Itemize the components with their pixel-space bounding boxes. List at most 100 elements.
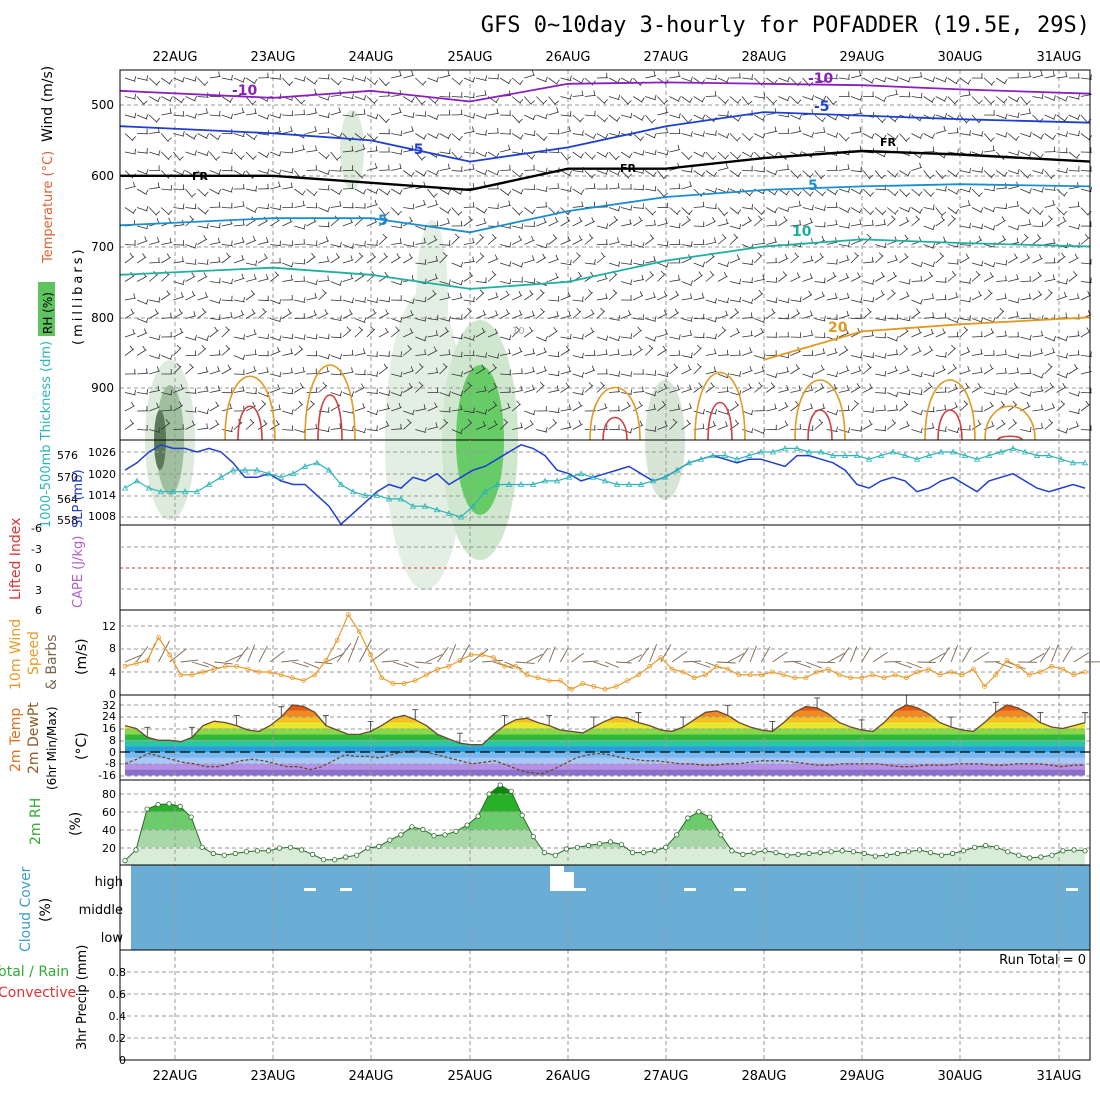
surface-barb	[258, 645, 268, 663]
upper-barb	[778, 164, 790, 171]
thickness-marker	[973, 455, 981, 462]
wind-marker	[758, 672, 764, 678]
isotherm--10	[119, 81, 1091, 103]
wind-marker	[234, 663, 240, 669]
wind-marker	[379, 675, 385, 681]
upper-barb	[681, 330, 693, 338]
upper-barb	[717, 234, 727, 245]
temp-line	[124, 704, 1086, 746]
upper-barb	[233, 107, 245, 116]
upper-barb	[318, 112, 330, 119]
upper-barb	[185, 291, 196, 301]
upper-barb	[209, 385, 221, 393]
upper-barb	[378, 363, 389, 375]
wind-marker	[948, 669, 954, 675]
upper-barb	[947, 363, 958, 375]
upper-barb	[996, 113, 1008, 120]
upper-barb	[645, 390, 657, 397]
surface-barb	[727, 653, 745, 663]
wind-marker	[569, 686, 574, 692]
thickness-marker	[733, 455, 741, 462]
wind-unit: (m/s)	[74, 638, 90, 675]
upper-barb	[778, 331, 790, 338]
upper-barb	[790, 114, 802, 120]
upper-barb	[173, 240, 185, 246]
upper-barb	[790, 364, 800, 375]
upper-barb	[1068, 94, 1080, 100]
wind-marker	[211, 666, 217, 672]
upper-barb	[1020, 170, 1032, 179]
upper-barb	[221, 387, 233, 394]
thickness-marker	[325, 466, 333, 473]
upper-barb	[379, 164, 391, 171]
upper-barb	[669, 239, 681, 245]
upper-barb	[984, 389, 996, 396]
wind-marker	[401, 681, 407, 686]
upper-barb	[875, 370, 887, 377]
upper-barb	[971, 291, 983, 301]
upper-barb	[790, 219, 802, 227]
upper-barb	[1056, 207, 1068, 216]
upper-barb	[403, 409, 415, 416]
upper-barb	[173, 308, 183, 319]
upper-barb	[850, 95, 863, 101]
upper-barb	[221, 165, 233, 172]
upper-barb	[342, 145, 354, 153]
upper-barb	[693, 201, 705, 208]
upper-barb	[366, 240, 379, 246]
upper-barb	[1080, 400, 1090, 412]
upper-barb	[838, 187, 851, 193]
upper-barb	[427, 346, 438, 356]
wind-marker	[535, 675, 541, 681]
upper-barb	[390, 326, 400, 338]
thickness-marker	[301, 463, 309, 469]
upper-barb	[403, 328, 414, 338]
upper-barb	[596, 381, 606, 393]
upper-barb	[185, 334, 197, 341]
upper-barb	[814, 332, 826, 338]
wind-marker	[881, 675, 887, 681]
upper-barb	[439, 110, 451, 116]
upper-barb	[185, 150, 197, 156]
upper-barb	[717, 326, 727, 338]
wind-marker	[301, 678, 307, 683]
upper-barb	[197, 335, 209, 341]
rh-marker	[552, 852, 558, 858]
top-date-2: 24AUG	[348, 50, 393, 65]
upper-barb	[923, 293, 935, 301]
surface-barb	[180, 659, 199, 663]
upper-barb	[366, 409, 379, 416]
upper-barb	[620, 112, 633, 119]
upper-barb	[512, 148, 524, 155]
upper-barb	[1068, 130, 1080, 137]
upper-barb	[645, 316, 657, 322]
upper-barb	[947, 170, 960, 178]
upper-barb	[270, 169, 282, 175]
upper-barb	[475, 289, 485, 301]
wind-marker	[624, 678, 630, 683]
upper-barb	[596, 349, 608, 356]
thickness-marker	[469, 502, 477, 509]
upper-barb	[996, 293, 1008, 301]
surface-barb	[571, 652, 584, 663]
wind-marker	[156, 635, 161, 640]
upper-barb	[475, 385, 487, 393]
surface-barb	[515, 661, 535, 664]
upper-barb	[863, 91, 875, 97]
upper-barb	[887, 170, 899, 178]
upper-barb	[911, 162, 923, 171]
upper-barb	[911, 71, 923, 79]
upper-barb	[778, 216, 788, 227]
rh-marker	[629, 849, 636, 856]
upper-barb	[959, 278, 971, 284]
upper-barb	[258, 333, 270, 340]
upper-barb	[512, 346, 523, 356]
upper-barb	[487, 292, 499, 301]
upper-barb	[548, 351, 560, 358]
wind-marker	[479, 652, 485, 658]
upper-barb	[826, 347, 838, 356]
upper-barb	[137, 424, 149, 431]
upper-barb	[983, 206, 996, 213]
upper-barb	[524, 409, 536, 416]
upper-barb	[1008, 367, 1020, 375]
